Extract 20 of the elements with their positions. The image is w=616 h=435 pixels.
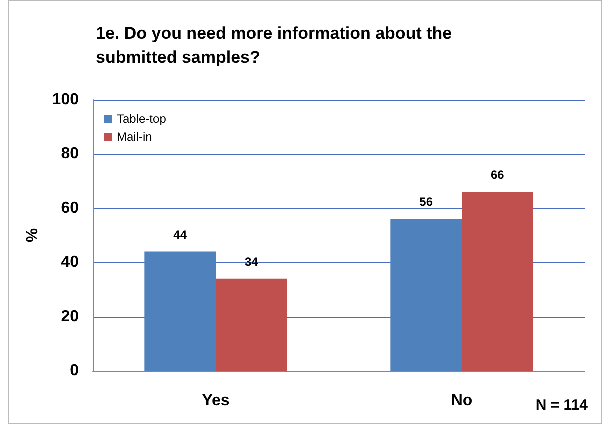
data-label: 44 [174, 228, 188, 242]
chart-title: 1e. Do you need more information about the submitted samples? [96, 23, 454, 69]
bar [390, 219, 462, 371]
y-tick-label: 40 [61, 254, 80, 272]
x-tick-label: No [451, 392, 473, 410]
y-tick-label: 20 [61, 308, 80, 326]
y-tick-label: 0 [70, 362, 80, 380]
y-tick-label: 60 [61, 200, 80, 217]
legend-label: Mail-in [117, 130, 152, 144]
bar [216, 278, 288, 371]
y-tick-label: 100 [52, 92, 80, 108]
bar [144, 252, 216, 371]
legend-label: Table-top [117, 112, 167, 126]
bar [462, 192, 534, 371]
text: N = 114 [536, 397, 589, 414]
data-label: 56 [420, 195, 434, 210]
y-tick-label: 80 [61, 146, 80, 163]
x-tick-label: Yes [202, 392, 230, 410]
y-axis-title: % [24, 228, 42, 243]
data-label: 66 [490, 168, 505, 182]
